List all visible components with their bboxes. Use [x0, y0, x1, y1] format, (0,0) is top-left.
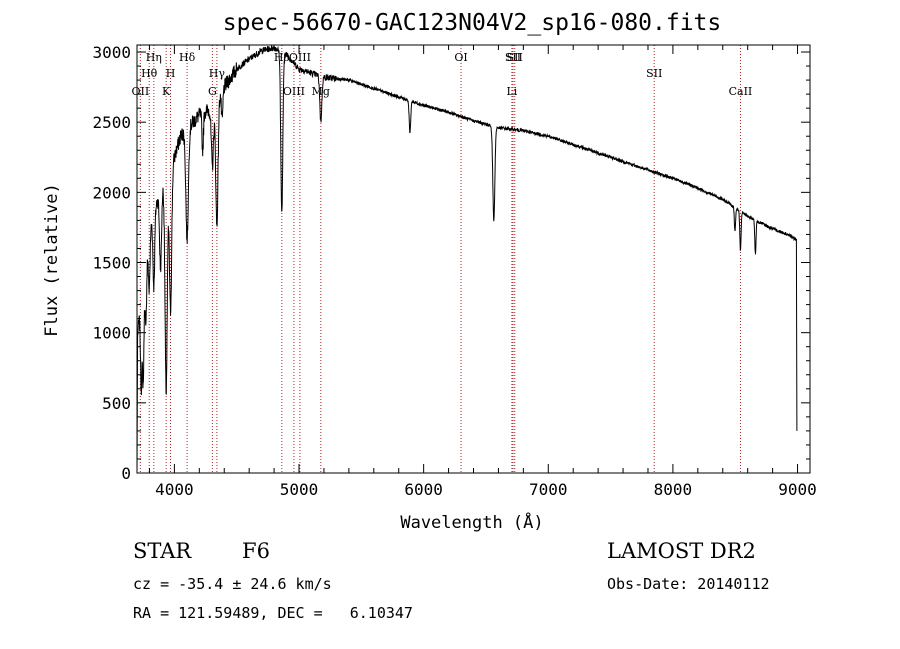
line-marker-label: Hγ	[209, 67, 226, 80]
line-marker-label: Hη	[146, 51, 162, 64]
x-axis-label: Wavelength (Å)	[400, 511, 543, 533]
emission-line-markers: OIIHθHηKHHδGHγHβOIIIOIIIMgOILiSIISIISIIC…	[132, 45, 753, 473]
y-tick-label: 1500	[92, 254, 131, 273]
survey-name: LAMOST DR2	[607, 539, 756, 563]
y-axis-label: Flux (relative)	[42, 183, 62, 337]
axis-ticks: 4000 5000 6000 7000 8000 9000 0 500 1000 1500 2000…	[92, 43, 816, 499]
redshift-cz: cz = -35.4 ± 24.6 km/s	[133, 575, 332, 593]
observation-date: Obs-Date: 20140112	[607, 575, 770, 593]
line-marker-label: OII	[132, 85, 150, 98]
line-marker-label: SII	[505, 51, 521, 64]
line-marker-label: OIII	[283, 85, 305, 98]
x-tick-label: 9000	[778, 480, 817, 499]
line-marker-label: Hθ	[141, 67, 158, 80]
y-tick-label: 500	[102, 394, 131, 413]
spectrum-line	[136, 45, 798, 474]
y-tick-label: 1000	[92, 324, 131, 343]
y-tick-label: 2500	[92, 113, 131, 132]
x-tick-label: 4000	[155, 480, 194, 499]
chart-title: spec-56670-GAC123N04V2_sp16-080.fits	[223, 10, 722, 36]
object-class: STAR	[133, 539, 192, 563]
line-marker-label: Li	[506, 85, 517, 98]
y-tick-label: 2000	[92, 183, 131, 202]
spectral-subclass: F6	[242, 539, 270, 563]
line-marker-label: CaII	[729, 85, 753, 98]
line-marker-label: H	[166, 67, 176, 80]
line-marker-label: OI	[454, 51, 467, 64]
line-marker-label: K	[162, 85, 171, 98]
line-marker-label: Hδ	[179, 51, 196, 64]
x-tick-label: 7000	[529, 480, 568, 499]
coordinates: RA = 121.59489, DEC = 6.10347	[133, 604, 413, 622]
y-tick-label: 0	[121, 464, 131, 483]
line-marker-label: G	[208, 85, 217, 98]
line-marker-label: Mg	[312, 85, 330, 98]
y-tick-label: 3000	[92, 43, 131, 62]
plot-frame	[136, 44, 811, 474]
x-tick-label: 5000	[280, 480, 319, 499]
x-tick-label: 8000	[654, 480, 693, 499]
line-marker-label: Hβ	[274, 51, 290, 64]
x-tick-label: 6000	[404, 480, 443, 499]
line-marker-label: SII	[646, 67, 662, 80]
line-marker-label: SII	[507, 51, 523, 64]
